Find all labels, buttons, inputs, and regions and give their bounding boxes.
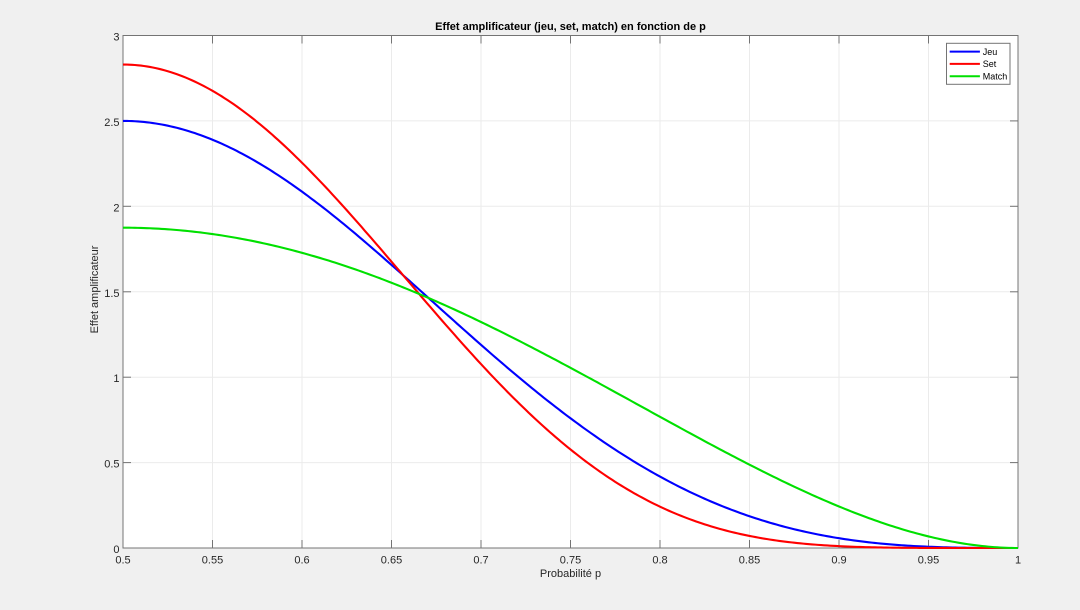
svg-text:Probabilité p: Probabilité p: [540, 568, 601, 580]
svg-text:2: 2: [113, 202, 119, 214]
svg-text:2.5: 2.5: [104, 117, 119, 129]
svg-text:0.5: 0.5: [115, 555, 130, 567]
svg-text:Effet amplificateur (jeu, set,: Effet amplificateur (jeu, set, match) en…: [435, 21, 706, 33]
svg-text:0.8: 0.8: [652, 555, 667, 567]
svg-text:Match: Match: [983, 71, 1008, 81]
svg-text:0.65: 0.65: [381, 555, 402, 567]
svg-text:1: 1: [1015, 555, 1021, 567]
svg-text:1.5: 1.5: [104, 288, 119, 300]
svg-text:0.75: 0.75: [560, 555, 581, 567]
svg-text:Jeu: Jeu: [983, 47, 998, 57]
svg-text:3: 3: [113, 32, 119, 44]
svg-text:Effet amplificateur: Effet amplificateur: [89, 245, 101, 333]
svg-text:0.5: 0.5: [104, 459, 119, 471]
svg-text:0.85: 0.85: [739, 555, 760, 567]
svg-text:Set: Set: [983, 59, 997, 69]
svg-text:0.95: 0.95: [918, 555, 939, 567]
svg-text:1: 1: [113, 373, 119, 385]
svg-text:0: 0: [113, 544, 119, 556]
svg-text:0.6: 0.6: [294, 555, 309, 567]
svg-text:0.9: 0.9: [831, 555, 846, 567]
svg-text:0.55: 0.55: [202, 555, 223, 567]
svg-text:0.7: 0.7: [473, 555, 488, 567]
